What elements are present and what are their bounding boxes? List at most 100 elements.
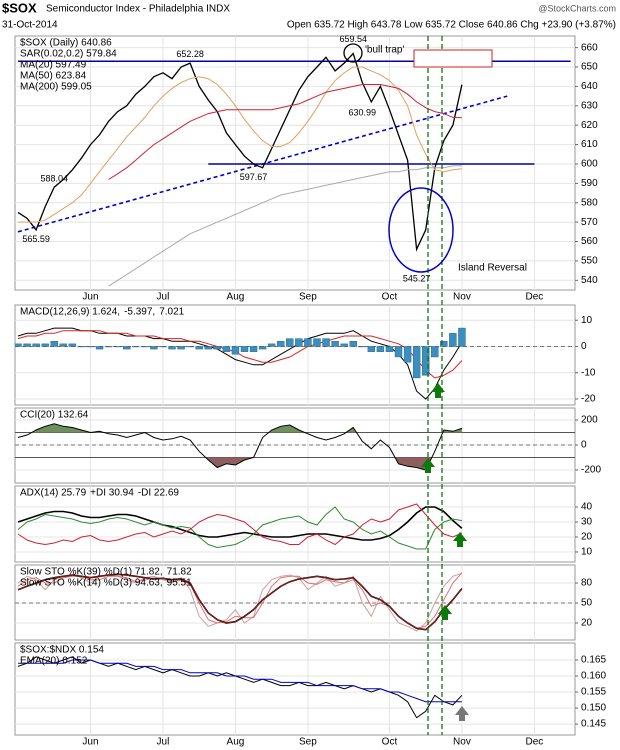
histogram-bar [195, 346, 203, 350]
y-tick-label: 0.155 [581, 687, 606, 698]
band-fill [18, 457, 462, 470]
series-line [18, 659, 462, 703]
series-line [17, 503, 463, 546]
series-line [17, 573, 463, 631]
y-tick-label: 0.150 [581, 703, 606, 714]
price-label: 659.54 [339, 34, 367, 44]
plot [15, 423, 575, 471]
histogram-bar [168, 346, 176, 350]
legend-entry: CCI(20) 132.64 [20, 410, 89, 421]
legend-entry: 71.82 [167, 567, 192, 578]
y-tick-label: 0 [581, 440, 587, 451]
histogram-bar [286, 338, 294, 347]
plot [17, 656, 463, 719]
histogram-bar [23, 343, 31, 347]
y-tick-label: 570 [581, 217, 598, 228]
series-line [17, 423, 463, 471]
series-line [18, 66, 462, 223]
y-tick-label: 50 [581, 598, 593, 609]
symbol: $SOX [2, 0, 37, 15]
band-fill [18, 423, 462, 433]
legend-entry: MA(200) 599.05 [20, 82, 92, 93]
x-tick-label: Aug [227, 737, 245, 748]
y-tick-label: 560 [581, 236, 598, 247]
series-line [17, 52, 463, 252]
arrow [438, 605, 452, 620]
histogram-bar [15, 343, 22, 347]
x-tick-label: Oct [382, 737, 398, 748]
x-tick-label: Jul [157, 737, 170, 748]
histogram-bar [431, 346, 439, 358]
histogram-bar [177, 346, 185, 350]
y-tick-label: 0.160 [581, 671, 606, 682]
arrow [431, 383, 445, 398]
quote: Open 635.72 High 643.78 Low 635.72 Close… [287, 20, 616, 31]
histogram-bar [204, 346, 212, 350]
histogram-bar [422, 346, 430, 376]
price-label: 652.28 [176, 49, 204, 59]
histogram-bar [86, 346, 95, 348]
histogram-bar [331, 341, 339, 347]
y-tick-label: 20 [581, 532, 593, 543]
histogram-bar [41, 343, 49, 347]
legend-entry: EMA(20) 0.152 [20, 656, 88, 667]
legend-entry: ADX(14) 25.79 [20, 488, 87, 499]
price-label: 565.59 [22, 234, 50, 244]
y-tick-label: 0.165 [581, 655, 606, 666]
histogram-bar [231, 346, 240, 355]
histogram-bar [376, 346, 385, 352]
series-line [108, 84, 462, 180]
y-tick-label: 200 [581, 415, 598, 426]
y-tick-label: 650 [581, 62, 598, 73]
histogram-bar [249, 346, 258, 352]
histogram-bar [267, 343, 276, 347]
histogram-bar [123, 346, 131, 350]
y-tick-label: 610 [581, 139, 598, 150]
legend-entry: 7.021 [159, 307, 184, 318]
y-tick-label: 0.145 [581, 719, 606, 730]
histogram-bar [150, 346, 158, 350]
histogram-bar [32, 343, 40, 347]
histogram-bar [458, 327, 466, 347]
series-line [108, 165, 462, 287]
histogram-bar [358, 346, 366, 348]
annotation: Island Reversal [458, 263, 527, 274]
plot [17, 503, 463, 550]
histogram-bar [412, 346, 421, 379]
histogram-bar [59, 343, 67, 347]
y-tick-label: 620 [581, 120, 598, 131]
annotation: 'bull trap' [365, 45, 404, 56]
note-box [413, 49, 493, 68]
y-tick-label: 40 [581, 502, 593, 513]
histogram-bar [258, 346, 267, 350]
legend-entry: +DI 30.94 [90, 488, 134, 499]
histogram-bar [313, 338, 321, 347]
histogram-bar [277, 341, 285, 347]
arrow [453, 532, 467, 547]
x-tick-label: Nov [453, 737, 471, 748]
legend-entry: -5.397, [124, 307, 155, 318]
histogram-bar [403, 346, 412, 363]
histogram-bar [322, 338, 330, 347]
histogram-bar [159, 346, 167, 348]
y-tick-label: 20 [581, 618, 593, 629]
trend-line [17, 95, 508, 233]
histogram-bar [440, 341, 448, 347]
histogram-bar [340, 343, 348, 347]
histogram-bar [113, 346, 122, 348]
arrow [455, 706, 469, 721]
histogram-bar [349, 341, 357, 347]
histogram-bar [68, 343, 77, 347]
legend-entry: MA(20) 597.49 [20, 60, 87, 71]
histogram-bar [213, 346, 222, 350]
panel-frame [14, 642, 576, 736]
date: 31-Oct-2014 [2, 20, 58, 31]
y-tick-label: 540 [581, 275, 598, 286]
legend-entry: 95.51 [167, 578, 192, 589]
legend-entry: $SOX (Daily) 640.86 [20, 38, 112, 49]
legend-entry: MACD(12,26,9) 1.624, [20, 307, 120, 318]
x-tick-label: Jul [157, 292, 170, 303]
legend-entry: MA(50) 623.84 [20, 71, 87, 82]
price-label: 588.04 [40, 174, 68, 184]
index-name: Semiconductor Index - Philadelphia INDX [46, 4, 230, 15]
